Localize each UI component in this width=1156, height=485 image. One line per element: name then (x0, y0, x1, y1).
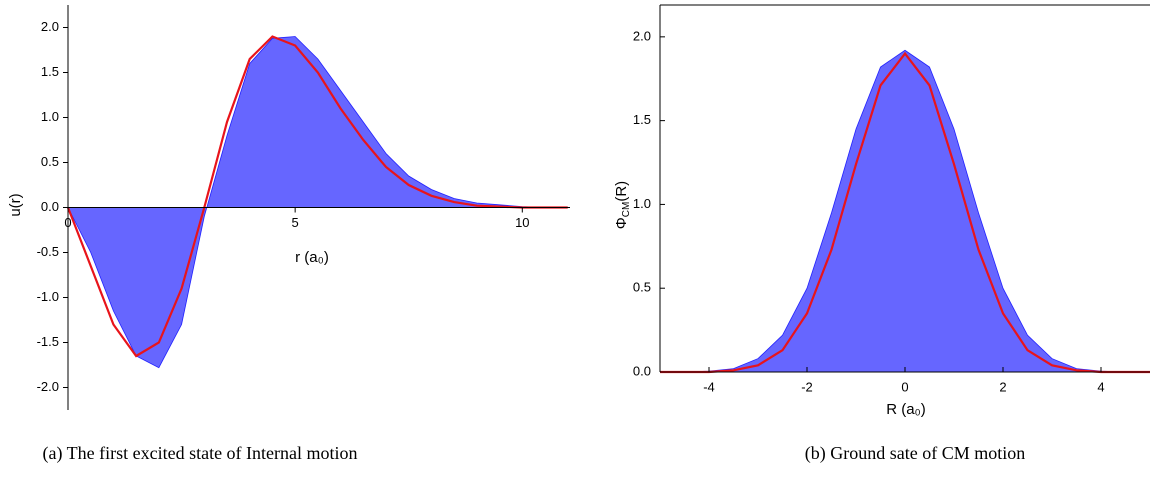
caption: (a) The first excited state of Internal … (42, 443, 357, 464)
fit-curve (660, 51, 1150, 374)
caption: (b) Ground sate of CM motion (805, 443, 1025, 464)
x-tick-label: 2 (999, 379, 1006, 394)
y-tick-label: -2.0 (37, 379, 59, 394)
x-tick-label: -4 (703, 379, 715, 394)
x-tick-label: 0 (901, 379, 908, 394)
x-tick-label: 4 (1097, 379, 1104, 394)
point-cloud (660, 49, 1150, 373)
y-tick-label: 0.0 (41, 199, 59, 214)
x-tick-label: 10 (515, 215, 529, 230)
x-axis-label: R (a₀) (886, 401, 926, 418)
y-axis-label-sub: CM (621, 202, 632, 218)
y-axis-label: ΦCM(R) (613, 181, 632, 229)
y-tick-label: 2.0 (41, 19, 59, 34)
x-tick-label: 0 (64, 215, 71, 230)
y-tick-label: 1.0 (41, 109, 59, 124)
y-axis-label: u(r) (7, 193, 24, 216)
x-axis-label: r (a₀) (295, 249, 329, 266)
y-tick-label: 1.0 (633, 196, 651, 211)
y-axis-label-tail: (R) (613, 181, 630, 202)
y-tick-label: 1.5 (41, 64, 59, 79)
y-tick-label: 0.0 (633, 363, 651, 378)
y-tick-label: 0.5 (41, 154, 59, 169)
x-tick-label: -2 (801, 379, 813, 394)
y-tick-label: 2.0 (633, 28, 651, 43)
y-tick-label: -1.5 (37, 334, 59, 349)
y-axis-label-main: Φ (613, 217, 630, 229)
point-cloud (67, 36, 568, 369)
y-tick-label: 1.5 (633, 112, 651, 127)
y-tick-label: -0.5 (37, 244, 59, 259)
y-axis-label-main: u(r) (7, 193, 24, 216)
y-tick-label: -1.0 (37, 289, 59, 304)
y-tick-label: 0.5 (633, 280, 651, 295)
fit-curve (66, 35, 568, 358)
x-tick-label: 5 (292, 215, 299, 230)
